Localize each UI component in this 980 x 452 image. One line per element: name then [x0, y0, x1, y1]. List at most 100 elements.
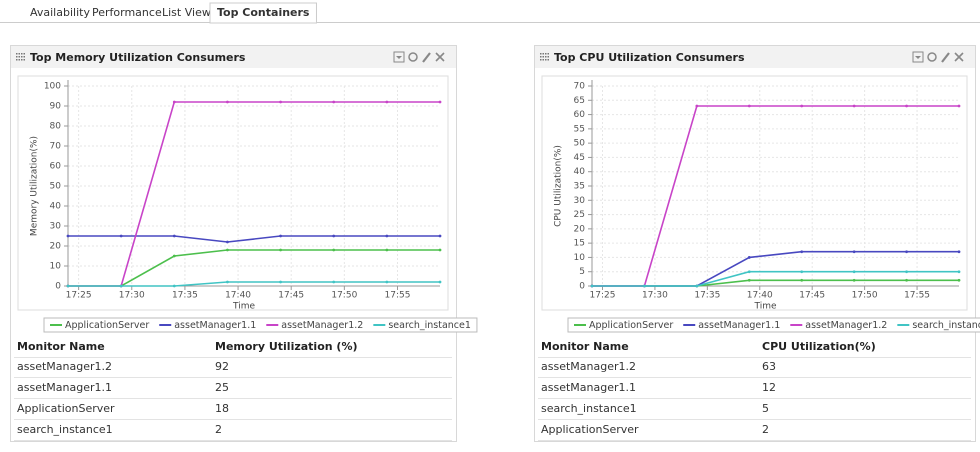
table-cell: assetManager1.2 [541, 360, 636, 373]
legend-label: ApplicationServer [65, 320, 149, 331]
grip-icon [18, 56, 20, 58]
y-tick-label: 20 [50, 242, 62, 252]
point [226, 240, 229, 244]
point [66, 234, 70, 238]
point [66, 284, 70, 288]
x-tick-label: 17:50 [852, 291, 878, 301]
y-tick-label: 35 [574, 182, 585, 192]
point [172, 234, 176, 238]
grip-icon [540, 53, 542, 55]
point [800, 278, 804, 282]
point [172, 284, 176, 288]
close-icon[interactable] [435, 52, 445, 62]
x-tick-label: 17:55 [904, 291, 930, 301]
y-axis-label: CPU Utilization(%) [554, 145, 564, 227]
table-cell: 2 [762, 423, 769, 436]
point [332, 100, 336, 104]
y-tick-label: 25 [574, 210, 585, 220]
close-icon[interactable] [954, 52, 964, 62]
y-tick-label: 60 [50, 162, 62, 172]
point [800, 250, 804, 254]
menu-icon-arrow [915, 56, 921, 59]
grip-icon [16, 56, 18, 58]
y-tick-label: 50 [574, 139, 586, 149]
edit-icon[interactable] [422, 52, 431, 63]
table-header: Monitor Name [17, 340, 105, 353]
y-tick-label: 0 [55, 282, 61, 292]
point [438, 280, 442, 284]
table-cell: 25 [215, 381, 229, 394]
grip-icon [547, 56, 549, 58]
refresh-icon[interactable] [927, 52, 937, 62]
point [695, 104, 699, 108]
table-cell: ApplicationServer [17, 402, 115, 415]
legend-box [567, 317, 980, 333]
y-tick-label: 60 [574, 110, 586, 120]
tab[interactable]: List View [162, 6, 211, 19]
plot-frame [17, 75, 449, 311]
point [279, 280, 282, 284]
table-cell: 5 [762, 402, 769, 415]
edit-icon[interactable] [941, 52, 950, 63]
point [279, 248, 282, 252]
point [852, 270, 856, 274]
x-tick-label: 17:25 [66, 291, 92, 301]
panel-header [11, 46, 456, 68]
point [385, 280, 389, 284]
x-tick-label: 17:30 [119, 291, 145, 301]
series-line [68, 235, 440, 243]
point [957, 278, 961, 282]
x-tick-label: 17:35 [694, 291, 720, 301]
table-cell: 2 [215, 423, 222, 436]
x-axis-label: Time [753, 302, 776, 312]
panel-frame [10, 45, 457, 442]
y-tick-label: 70 [50, 142, 62, 152]
grip-icon [540, 59, 542, 61]
point [747, 256, 751, 259]
y-tick-label: 45 [574, 153, 585, 163]
point [905, 250, 908, 254]
point [643, 284, 646, 288]
series-line [592, 105, 959, 287]
table-cell: 92 [215, 360, 229, 373]
point [590, 284, 594, 288]
grip-icon [21, 56, 23, 58]
point [747, 104, 751, 108]
table-cell: search_instance1 [541, 402, 637, 415]
grip-icon [545, 56, 547, 58]
point [226, 100, 229, 104]
tab[interactable]: Performance [92, 6, 162, 19]
point [226, 248, 229, 252]
tab[interactable]: Top Containers [217, 6, 310, 19]
y-tick-label: 80 [50, 122, 62, 132]
point [852, 104, 856, 108]
series-line [592, 270, 959, 287]
y-tick-label: 5 [579, 267, 585, 277]
point [800, 270, 804, 274]
y-tick-label: 40 [50, 202, 62, 212]
y-tick-label: 15 [574, 239, 585, 249]
point [438, 234, 442, 238]
menu-icon[interactable] [393, 51, 405, 63]
point [385, 248, 389, 252]
point [332, 280, 336, 284]
grip-icon [21, 53, 23, 55]
y-tick-label: 40 [574, 167, 586, 177]
panel-title: Top CPU Utilization Consumers [554, 51, 745, 64]
panel: Top CPU Utilization Consumers05101520253… [534, 45, 980, 442]
grip-icon [542, 56, 544, 58]
menu-icon[interactable] [912, 51, 924, 63]
tab[interactable]: Availability [30, 6, 90, 19]
grip-icon [18, 53, 20, 55]
legend-label: assetManager1.1 [698, 320, 780, 331]
refresh-icon[interactable] [408, 52, 418, 62]
x-tick-label: 17:55 [385, 291, 411, 301]
x-tick-label: 17:30 [642, 291, 668, 301]
legend-label: search_instance1 [388, 320, 471, 331]
point [438, 100, 442, 104]
table-cell: assetManager1.2 [17, 360, 112, 373]
x-tick-label: 17:40 [747, 291, 773, 301]
grip-icon [23, 59, 25, 61]
legend-label: search_instance1 [912, 320, 980, 331]
y-axis-label: Memory Utilization(%) [30, 136, 40, 236]
